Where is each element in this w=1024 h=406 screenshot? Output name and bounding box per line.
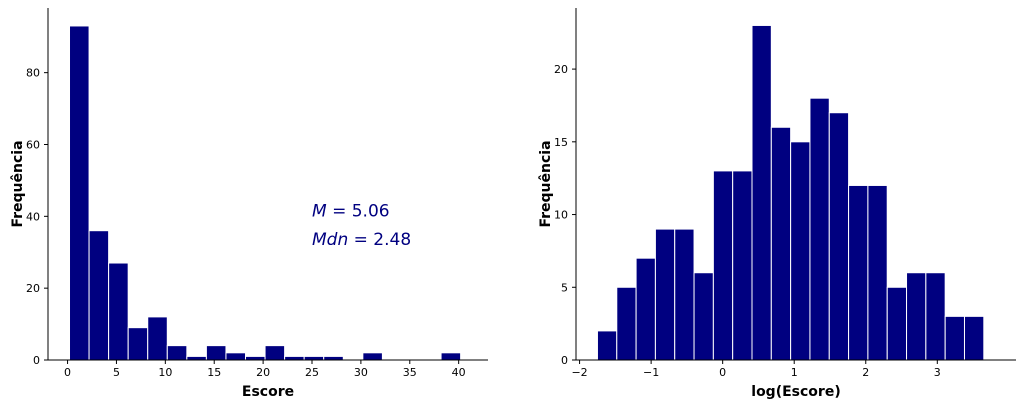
x-tick-label: 35 xyxy=(403,366,417,379)
y-tick-label: 20 xyxy=(554,63,568,76)
histogram-bar xyxy=(654,228,676,361)
x-tick-label: 3 xyxy=(934,366,941,379)
stat-annotation: M = 5.06 xyxy=(312,201,390,221)
x-tick-label: 30 xyxy=(354,366,368,379)
x-tick-label: 15 xyxy=(207,366,221,379)
x-axis-title: log(Escore) xyxy=(751,384,840,400)
y-tick-label: 10 xyxy=(554,209,568,222)
histogram-bar xyxy=(906,272,927,361)
y-axis-title: Frequência xyxy=(10,140,26,227)
y-tick-label: 5 xyxy=(561,281,568,294)
histogram-bar xyxy=(440,352,462,361)
histogram-bar xyxy=(867,184,888,361)
histogram-bar xyxy=(303,355,325,361)
x-tick-label: 1 xyxy=(791,366,798,379)
x-tick-label: 40 xyxy=(452,366,466,379)
histogram-bar xyxy=(264,345,286,361)
histogram-bar xyxy=(693,272,714,361)
histogram-bar xyxy=(712,170,734,361)
histogram-bar xyxy=(751,24,772,361)
histogram-bar xyxy=(323,355,344,361)
histogram-bar xyxy=(635,257,656,361)
histogram-bar xyxy=(127,327,149,361)
x-tick-label: 2 xyxy=(862,366,869,379)
x-tick-label: 0 xyxy=(64,366,71,379)
histogram-bar xyxy=(284,355,305,361)
x-tick-label: 5 xyxy=(113,366,120,379)
histogram-bar xyxy=(69,25,90,361)
y-tick-label: 80 xyxy=(26,67,40,80)
x-tick-label: 25 xyxy=(305,366,319,379)
y-tick-label: 60 xyxy=(26,138,40,151)
x-tick-label: 20 xyxy=(256,366,270,379)
histogram-bar xyxy=(186,355,207,361)
histogram-bar xyxy=(225,352,247,361)
y-tick-label: 0 xyxy=(33,354,40,367)
y-tick-label: 40 xyxy=(26,210,40,223)
histogram-bar xyxy=(770,126,792,361)
histogram-bar xyxy=(362,352,383,361)
histogram-bar xyxy=(732,170,753,361)
histogram-bar xyxy=(147,316,168,361)
histogram-bar xyxy=(790,141,811,361)
histogram-bar xyxy=(925,272,946,361)
y-tick-label: 0 xyxy=(561,354,568,367)
histogram-bar xyxy=(616,286,637,361)
histogram-bar xyxy=(108,262,129,361)
x-tick-label: −2 xyxy=(571,366,587,379)
y-tick-label: 20 xyxy=(26,282,40,295)
x-axis-title: Escore xyxy=(242,384,294,400)
y-axis-title: Frequência xyxy=(538,140,554,227)
histogram-bar xyxy=(205,345,227,361)
x-tick-label: 0 xyxy=(719,366,726,379)
histogram-bar xyxy=(245,355,266,361)
histogram-bar xyxy=(809,97,830,361)
histogram-bar xyxy=(674,228,695,361)
histogram-bar xyxy=(88,230,110,361)
histogram-bar xyxy=(166,345,188,361)
histogram-bar xyxy=(963,315,985,361)
histogram-log-escore: −2 −1 0 1 2 3 0 5 10 15 20 log(Escore) Frequência xyxy=(538,8,1016,400)
x-tick-label: −1 xyxy=(643,366,659,379)
y-tick-label: 15 xyxy=(554,136,568,149)
x-tick-label: 10 xyxy=(158,366,172,379)
histogram-bar xyxy=(848,184,869,361)
histogram-bar xyxy=(886,286,908,361)
histogram-escore: 0 5 10 15 20 25 30 35 40 0 20 40 60 80 Escore Frequênci… xyxy=(10,8,488,400)
histogram-bar xyxy=(944,315,965,361)
stat-annotation: Mdn = 2.48 xyxy=(312,230,411,250)
histogram-bar xyxy=(596,330,618,361)
histogram-bar xyxy=(828,112,850,361)
